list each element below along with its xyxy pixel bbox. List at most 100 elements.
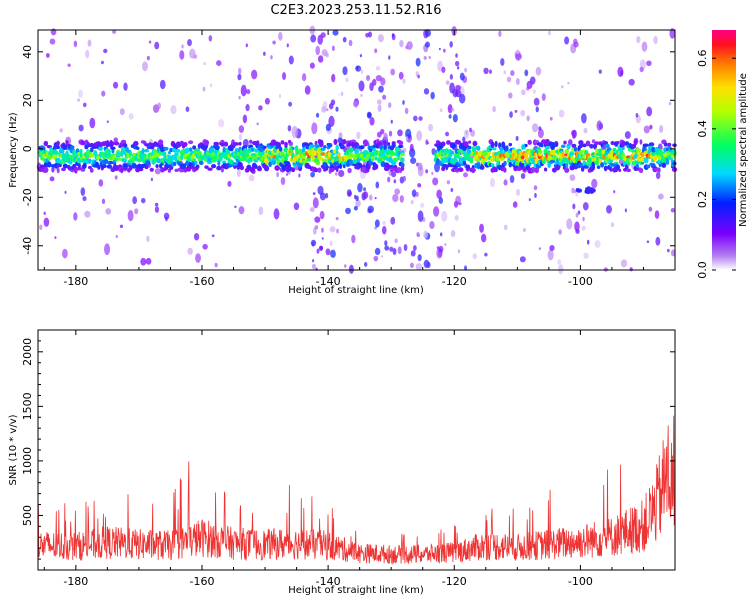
spectrogram-cell [524,69,529,77]
spectrogram-cell [430,91,435,100]
spectrogram-cell [246,89,251,95]
spectrogram-cell [202,86,206,92]
spectrogram-cell [367,112,372,118]
spectrogram-cell [212,155,218,160]
spectrogram-cell [195,253,201,263]
spectrogram-cell [582,216,585,222]
spectrogram-cell [310,171,315,178]
spectrogram-cell [490,143,495,148]
spectrogram-cell [345,207,351,215]
spectrogram-cell [222,146,226,153]
snr-y-ticks: 500 1000 1500 2000 [21,338,675,560]
spectrogram-cell [471,167,476,174]
spectrogram-cell [663,142,668,147]
spectrogram-cell [509,111,513,118]
spectrogram-cell [428,123,433,132]
spectrogram-cell [278,94,282,99]
spectrogram-cell [105,208,112,215]
spectrogram-cell [417,162,423,171]
spectrogram-cell [380,77,386,86]
spectrogram-cell [370,157,375,162]
spectrogram-cell [359,54,363,58]
spectrogram-cell [578,149,583,156]
spectrogram-cell [273,208,280,220]
spectrogram-cell [287,139,292,144]
spectrogram-cell [194,160,198,165]
spectrogram-cell [310,34,317,43]
spectrogram-cell [115,234,118,239]
spectrogram-cell [341,144,344,149]
spectrogram-cell [463,172,468,178]
spectrogram-cell [291,146,295,151]
snr-x-tick-label: -100 [568,575,593,588]
spectrogram-cell [342,36,347,43]
spectrogram-cell [154,206,160,213]
spectrogram-cell [375,74,383,82]
spectrogram-cell [494,140,498,148]
snr-y-axis-label: SNR (10 * v/v) [8,414,19,485]
spectrogram-cell [377,34,384,43]
spectrogram-cell [114,157,119,162]
spectrogram-cell [434,162,440,173]
spectrogram-cell [64,190,67,195]
snr-panel: -180 -160 -140 -120 -100 500 1000 1500 2000 Hei… [8,329,676,596]
spectrogram-cell [325,108,329,112]
spectrogram-cell [245,43,248,48]
spectrogram-cell [238,141,242,146]
spectrogram-cell [316,112,320,118]
spectrogram-cell [463,141,469,147]
spectrogram-cell [101,164,107,169]
spectrogram-cell [233,142,240,146]
colorbar-tick-label: 0.4 [696,120,709,138]
spectrogram-cell [547,249,554,261]
spectrogram-cell [672,161,677,166]
spectrogram-cell [365,32,370,38]
spectrogram-cell [367,31,373,38]
spectrogram-cell [335,144,339,151]
spectrogram-cell [311,122,318,135]
spectrogram-cell [358,162,363,169]
spectrogram-cell [310,239,317,247]
spectrogram-cell [336,228,339,234]
spectrogram-cell [480,163,484,168]
spectrogram-cell [98,158,103,163]
spectrogram-cell [70,145,75,149]
spectrogram-cell [455,84,461,91]
spectrogram-cell [188,140,194,145]
spectrogram-cell [544,145,550,150]
spectrogram-cell [270,55,273,60]
spectrogram-cell [68,160,73,165]
spectrogram-cell [387,176,391,183]
spectrogram-cell [258,206,264,216]
spectrogram-cell [80,187,86,196]
spectrogram-cell [452,114,458,123]
spectrogram-cell [159,79,166,90]
spectrogram-cell [382,94,387,100]
spectrogram-cell [671,167,678,172]
spectrogram-cell [49,176,55,182]
spectrogram-cell [143,148,150,153]
spectrogram-cell [248,174,255,182]
spectrogram-cell [113,141,120,146]
spectrogram-cell [363,187,367,192]
spectrogram-cell [117,157,123,161]
spectrogram-cell [416,130,423,141]
spectrogram-cell [342,138,347,145]
spectrogram-cell [105,142,110,147]
spectrogram-cell [163,212,170,220]
spectrogram-cell [45,53,50,58]
colorbar-tick-label: 0.0 [696,261,709,279]
spectrogram-cell [167,155,172,160]
spectrogram-cell [533,163,537,168]
spectrogram-cell [573,41,579,48]
spectrogram-cell [533,185,538,191]
spectrogram-cell [329,240,333,247]
spectrogram-cell [183,141,188,147]
spectrogram-cell [603,165,608,172]
spectrogram-cell [204,139,210,146]
spectrogram-cell [497,164,503,169]
snr-y-tick-label: 500 [21,505,34,526]
spectrogram-cell [606,204,613,214]
spectrogram-cell [429,221,435,230]
